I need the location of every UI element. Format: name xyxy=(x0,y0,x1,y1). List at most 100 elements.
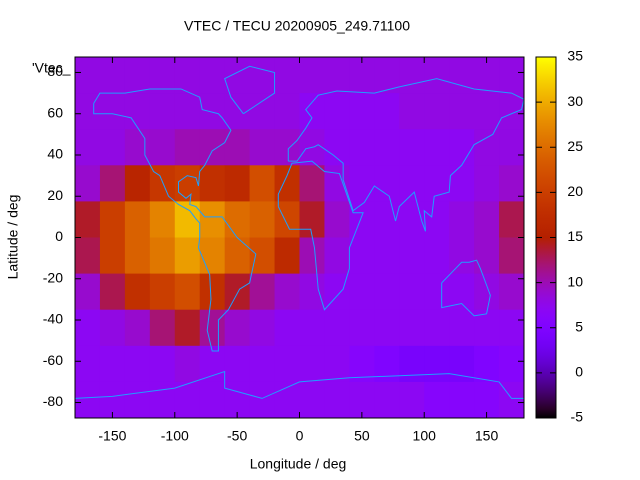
heat-cell xyxy=(174,381,201,419)
heat-cell xyxy=(399,381,425,419)
heat-cell xyxy=(299,309,325,347)
heat-cell xyxy=(424,381,450,419)
heat-cell xyxy=(149,309,176,347)
heat-cell xyxy=(224,345,251,383)
y-tick-label: -80 xyxy=(43,393,63,409)
heat-cell xyxy=(224,309,251,347)
heat-cell xyxy=(324,129,350,166)
heat-cell xyxy=(299,165,325,202)
heat-cell xyxy=(99,237,126,275)
heat-cell xyxy=(224,237,251,275)
heat-cell xyxy=(349,201,375,238)
heat-cell xyxy=(149,345,176,383)
heat-cell xyxy=(174,129,201,166)
heat-cell xyxy=(174,237,201,275)
heat-cell xyxy=(249,345,276,383)
heat-cell xyxy=(99,309,126,347)
axes: -150 -100 -50 0 50 100 150-80-60-40-2002040608… xyxy=(43,48,583,444)
heat-cell xyxy=(174,345,201,383)
heat-cell xyxy=(274,93,300,130)
coastline xyxy=(287,78,525,232)
heat-cell xyxy=(399,93,425,130)
heat-cell xyxy=(299,345,325,383)
y-tick-label: 60 xyxy=(47,104,63,120)
heat-cell xyxy=(75,237,101,275)
heat-cell xyxy=(424,93,450,130)
x-tick-label: 50 xyxy=(354,428,370,444)
y-axis-label: Latitude / deg xyxy=(5,195,21,280)
heat-cell xyxy=(399,129,425,166)
x-tick-label: -50 xyxy=(227,428,247,444)
heat-cell xyxy=(299,201,325,238)
heat-cell xyxy=(324,345,350,383)
heat-cell xyxy=(274,273,300,311)
heat-cell xyxy=(424,57,450,94)
heat-cell xyxy=(249,129,276,166)
heat-cell xyxy=(224,93,251,130)
heat-cell xyxy=(399,273,425,311)
heat-cell xyxy=(274,57,300,94)
heat-cell xyxy=(449,237,475,275)
heat-cell xyxy=(324,165,350,202)
heat-cell xyxy=(474,57,500,94)
heat-cell xyxy=(75,381,101,419)
heat-cell xyxy=(224,201,251,238)
heat-cell xyxy=(99,345,126,383)
y-tick-label: -40 xyxy=(43,311,63,327)
heat-cell xyxy=(324,57,350,94)
heat-cell xyxy=(449,309,475,347)
heat-cell xyxy=(449,273,475,311)
heat-cell xyxy=(149,201,176,238)
heat-cell xyxy=(499,273,525,311)
colorbar-tick-label: 10 xyxy=(567,273,583,289)
heat-cell xyxy=(424,237,450,275)
heat-cell xyxy=(399,165,425,202)
heat-cell xyxy=(349,57,375,94)
heat-cell xyxy=(99,93,126,130)
heat-cell xyxy=(324,237,350,275)
heat-cell xyxy=(124,93,151,130)
heat-cell xyxy=(174,93,201,130)
heat-cell xyxy=(199,57,226,94)
heat-cell xyxy=(124,237,151,275)
heat-cell xyxy=(299,93,325,130)
heat-cell xyxy=(349,309,375,347)
heat-cell xyxy=(224,273,251,311)
heat-cell xyxy=(349,237,375,275)
heat-cell xyxy=(274,345,300,383)
x-axis-label: Longitude / deg xyxy=(250,456,347,472)
heat-cell xyxy=(274,309,300,347)
heat-cell xyxy=(124,309,151,347)
chart-title: VTEC / TECU 20200905_249.71100 xyxy=(184,18,410,34)
y-tick-label: 0 xyxy=(55,228,63,244)
heat-cell xyxy=(174,273,201,311)
heat-cell xyxy=(449,129,475,166)
heat-cell xyxy=(199,129,226,166)
heat-cell xyxy=(349,93,375,130)
y-tick-label: 40 xyxy=(47,146,63,162)
heat-cell xyxy=(249,381,276,419)
heat-cell xyxy=(75,57,101,94)
colorbar-tick-label: -5 xyxy=(571,409,584,425)
heat-cell xyxy=(149,57,176,94)
heat-cell xyxy=(499,201,525,238)
heat-cell xyxy=(499,129,525,166)
heat-cell xyxy=(199,309,226,347)
heat-cell xyxy=(199,201,226,238)
heat-cell xyxy=(374,93,400,130)
heat-cell xyxy=(324,309,350,347)
x-tick-label: -100 xyxy=(161,428,189,444)
colorbar-tick-label: 5 xyxy=(575,318,583,334)
heat-cell xyxy=(249,237,276,275)
heat-cell xyxy=(299,273,325,311)
heat-cell xyxy=(124,381,151,419)
x-tick-label: 100 xyxy=(413,428,437,444)
heat-cell xyxy=(299,237,325,275)
heat-cell xyxy=(324,93,350,130)
heat-cell xyxy=(124,273,151,311)
heat-cell xyxy=(99,165,126,202)
heat-cell xyxy=(149,93,176,130)
coastlines xyxy=(74,65,525,399)
heat-cell xyxy=(75,201,101,238)
y-tick-label: 20 xyxy=(47,187,63,203)
